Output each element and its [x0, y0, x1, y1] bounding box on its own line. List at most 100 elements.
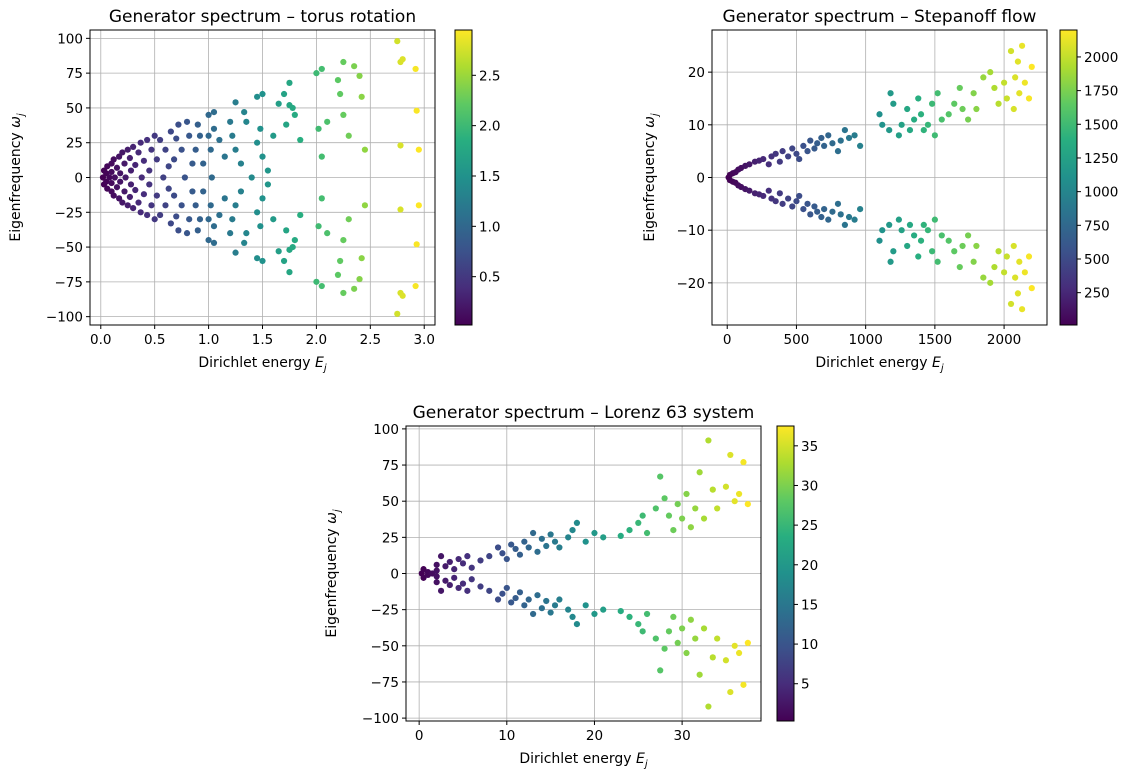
data-point	[433, 561, 440, 568]
data-point	[890, 248, 897, 255]
axis-label-subscript: j	[939, 363, 944, 374]
data-point	[683, 490, 690, 498]
data-point	[970, 258, 977, 265]
data-point	[543, 542, 550, 550]
x-tick-label: 0	[415, 728, 424, 744]
data-point	[796, 155, 803, 163]
x-axis-label: Dirichlet energy Ej	[815, 355, 943, 374]
data-point	[890, 100, 897, 107]
data-point	[334, 271, 342, 279]
data-point	[173, 213, 180, 220]
data-point	[229, 216, 236, 223]
data-point	[110, 192, 117, 199]
data-point	[257, 223, 264, 230]
data-point	[315, 223, 322, 230]
data-point	[779, 148, 786, 155]
data-point	[499, 550, 506, 557]
data-point	[140, 157, 148, 164]
data-point	[951, 248, 958, 255]
data-point	[516, 589, 524, 596]
data-point	[617, 532, 624, 540]
data-point	[135, 149, 142, 156]
data-point	[876, 237, 883, 244]
data-point	[210, 239, 218, 247]
x-tick-label: 0.0	[90, 332, 111, 348]
axis-label-symbol: ω	[324, 512, 340, 524]
data-point	[442, 577, 449, 584]
data-point	[494, 544, 502, 551]
data-point	[785, 153, 792, 160]
data-point	[399, 56, 406, 63]
data-point	[259, 257, 266, 265]
data-point	[205, 237, 212, 244]
data-point	[915, 95, 922, 102]
data-point	[556, 544, 563, 551]
data-point	[879, 121, 886, 128]
data-point	[821, 206, 828, 213]
data-point	[652, 505, 659, 512]
data-point	[776, 190, 783, 197]
data-point	[829, 208, 836, 215]
data-point	[124, 146, 131, 153]
colorbar-tick-label: 1750	[1084, 84, 1118, 100]
data-point	[512, 545, 519, 553]
data-point	[851, 216, 858, 223]
data-point	[1025, 95, 1033, 102]
y-tick-label: −100	[362, 711, 399, 727]
data-point	[189, 160, 196, 167]
y-tick-label: 0	[390, 567, 399, 583]
data-point	[807, 137, 814, 144]
data-point	[951, 100, 958, 107]
data-point	[455, 584, 462, 592]
data-point	[973, 105, 980, 113]
data-point	[841, 126, 848, 134]
data-point	[600, 534, 607, 541]
data-point	[674, 500, 681, 508]
y-tick-label: 75	[382, 458, 399, 474]
colorbar-tick-label: 20	[801, 558, 818, 574]
data-point	[113, 184, 121, 191]
data-point	[1018, 42, 1026, 49]
data-point	[1010, 242, 1017, 250]
data-point	[499, 590, 506, 597]
colorbar-tick-label: 10	[801, 637, 818, 653]
colorbar-tick-label: 25	[801, 518, 818, 534]
data-point	[318, 195, 325, 202]
data-point	[722, 657, 730, 664]
y-axis-label: Eigenfrequency ωj	[324, 509, 343, 638]
data-point	[138, 174, 145, 181]
data-point	[122, 174, 129, 181]
data-point	[793, 198, 800, 205]
data-point	[1003, 95, 1010, 102]
data-point	[468, 564, 475, 571]
colorbar-tick-label: 1250	[1084, 151, 1118, 167]
data-point	[740, 681, 747, 688]
data-point	[446, 581, 453, 589]
data-point	[146, 167, 153, 174]
data-point	[709, 486, 716, 493]
data-point	[945, 237, 952, 244]
data-point	[210, 125, 218, 132]
data-point	[931, 216, 938, 223]
data-point	[904, 242, 911, 250]
data-point	[1021, 79, 1028, 86]
data-point	[811, 145, 818, 152]
data-point	[221, 195, 228, 202]
colorbar-tick-label: 35	[801, 439, 818, 455]
data-point	[740, 459, 747, 466]
data-point	[534, 592, 541, 599]
data-point	[934, 90, 941, 97]
data-point	[210, 223, 218, 230]
data-point	[906, 221, 914, 229]
data-point	[765, 161, 772, 168]
data-point	[915, 253, 922, 260]
data-point	[857, 142, 864, 149]
data-point	[705, 703, 712, 710]
data-point	[494, 596, 502, 603]
x-tick-label: 1.5	[252, 332, 273, 348]
y-tick-label: −100	[46, 310, 83, 326]
data-point	[318, 65, 325, 73]
data-point	[280, 90, 288, 98]
data-point	[200, 188, 207, 195]
